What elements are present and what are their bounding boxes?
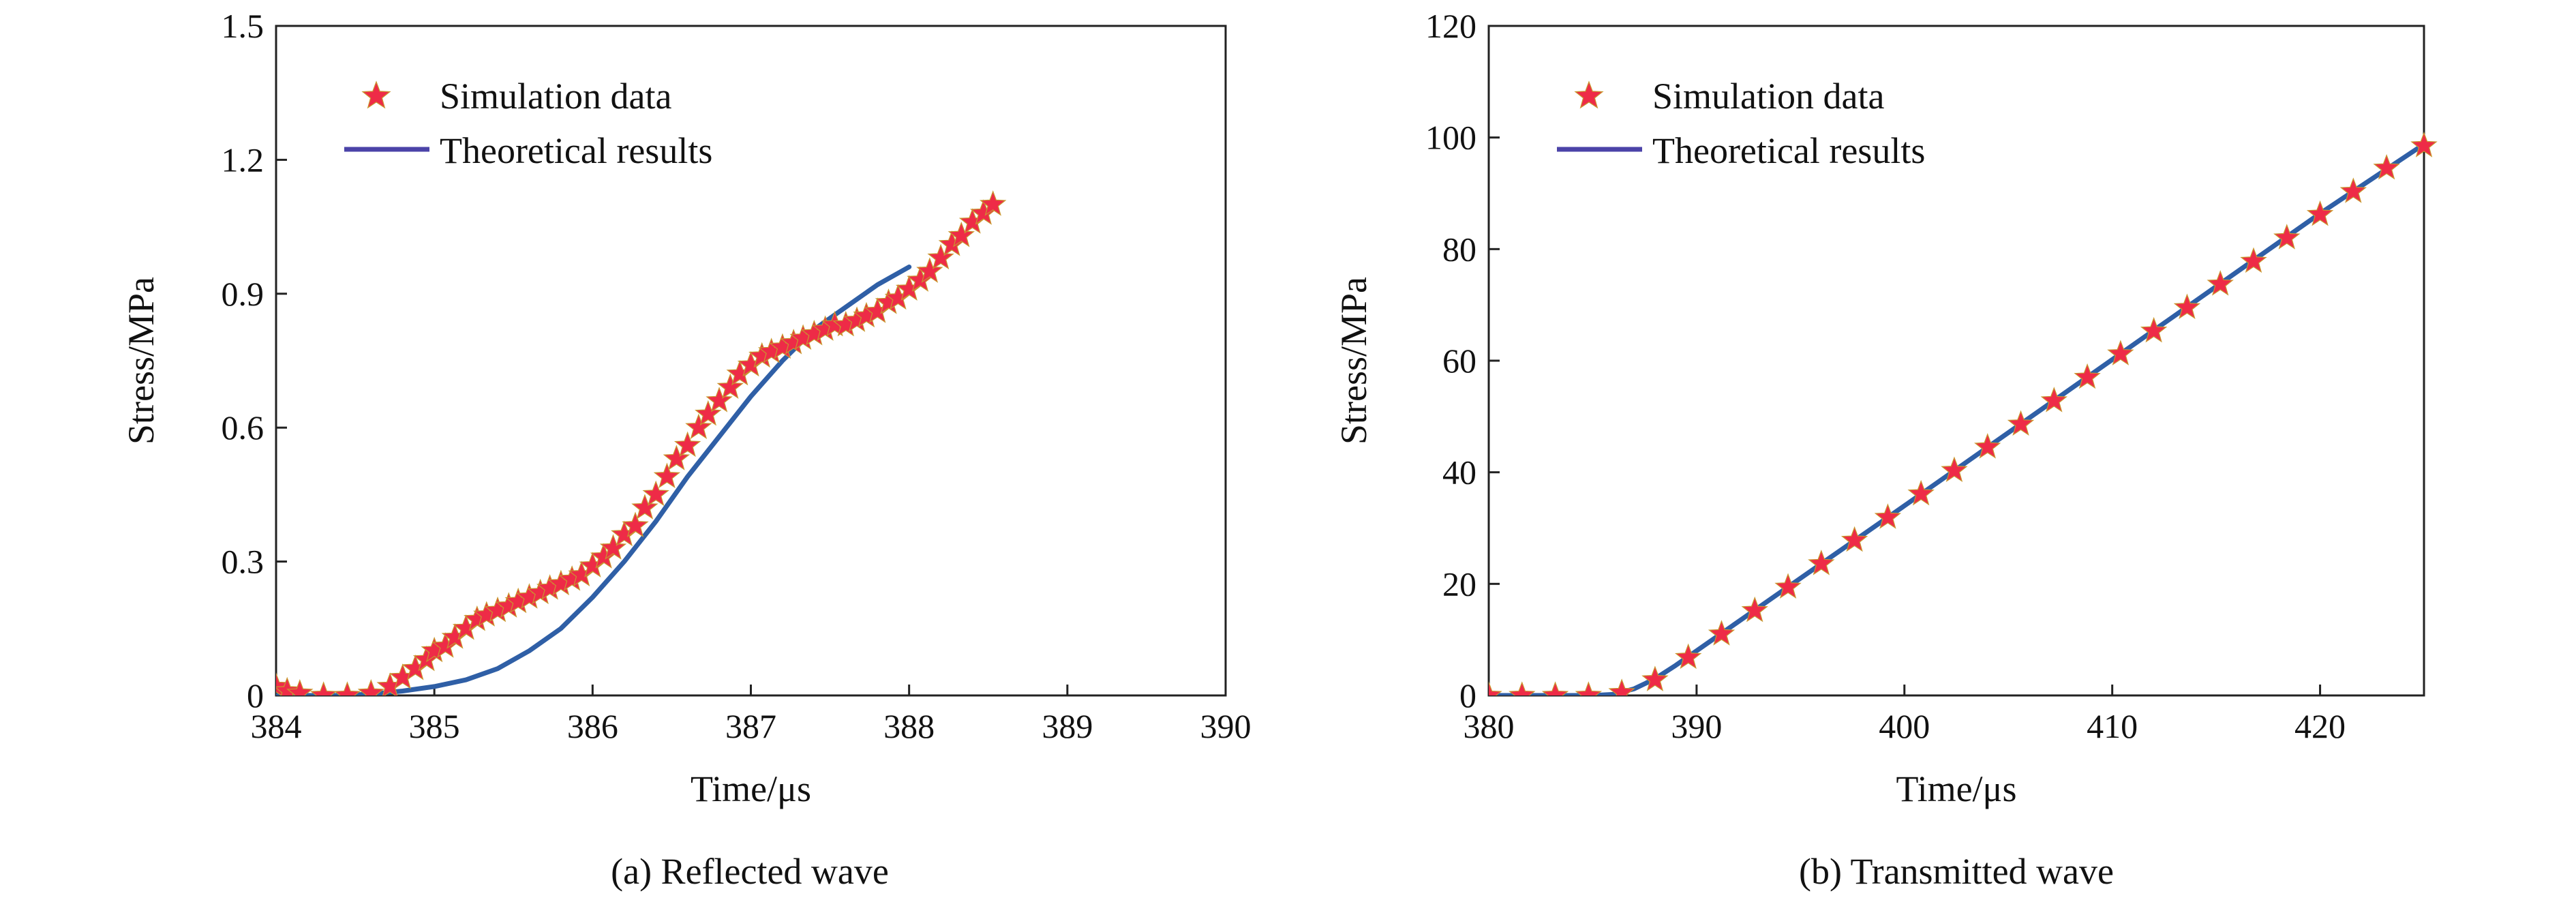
simulation-data-point [2306,200,2334,226]
x-axis-label: Time/μs [691,768,811,809]
data-layer [1489,132,2438,695]
y-tick-label: 60 [1442,342,1476,380]
simulation-data-point [927,243,954,270]
x-tick-label: 400 [1879,707,1930,745]
panel-caption: (b) Transmitted wave [1799,851,2114,892]
legend: Simulation data Theoretical results [344,76,712,171]
simulation-data-point [631,494,658,520]
y-tick-label: 0 [247,676,264,715]
simulation-data-point [2107,340,2134,365]
x-tick-label: 389 [1042,707,1093,745]
y-tick-label: 0.9 [222,275,264,313]
x-tick-label: 390 [1671,707,1722,745]
x-tick-label: 380 [1464,707,1515,745]
simulation-data-point [980,190,1007,216]
simulation-data-point [2040,387,2067,412]
y-axis-label: Stress/MPa [1333,277,1374,445]
panel-caption: (a) Reflected wave [611,851,889,892]
simulation-data-point [1808,550,1835,575]
simulation-data-point [673,431,701,457]
simulation-data-point [2007,410,2035,436]
simulation-data-point [1541,681,1569,695]
simulation-data-point [2273,224,2301,250]
x-tick-label: 410 [2087,707,2138,745]
y-tick-label: 1.5 [222,7,264,45]
legend-entry-label: Theoretical results [1652,130,1925,171]
simulation-data-point [2339,177,2367,203]
y-tick-label: 0 [1459,676,1476,715]
panel-transmitted-wave: 380 390 400 410 420 0 20 40 60 80 100 120 Time/μs Str… [1333,7,2438,892]
legend-star-icon [1574,80,1604,109]
x-tick-label: 386 [567,707,618,745]
x-tick-label: 388 [883,707,935,745]
simulation-data-point [1489,681,1502,695]
simulation-data-point [2074,363,2101,389]
y-axis-label: Stress/MPa [121,277,162,445]
simulation-data-point [1708,620,1736,646]
x-tick-label: 384 [251,707,302,745]
simulation-data-point [1741,596,1768,622]
simulation-data-point [2173,293,2201,320]
simulation-data-point [2410,132,2438,158]
y-tick-label: 20 [1442,565,1476,603]
legend-star-icon [361,80,391,109]
y-tick-label: 0.3 [222,543,264,581]
simulation-data-point [1608,678,1635,695]
y-tick-label: 1.2 [222,140,264,179]
legend-entry-label: Simulation data [440,76,671,117]
simulation-data-point [1840,526,1868,552]
y-tick-label: 80 [1442,230,1476,268]
simulation-data-point [695,400,722,426]
y-tick-label: 40 [1442,453,1476,492]
simulation-data-point [2140,316,2168,343]
simulation-data-point [706,387,733,412]
simulation-data-point [1907,479,1935,506]
simulation-data-point [309,681,337,695]
simulation-data-point [1641,665,1669,691]
simulation-data-point [642,480,669,507]
simulation-data-point [1774,573,1802,599]
simulation-data-point [357,679,384,695]
simulation-data-point [663,445,691,470]
x-axis-label: Time/μs [1896,768,2016,809]
simulation-data-point [948,221,975,247]
legend-entry-label: Simulation data [1652,76,1884,117]
simulation-data-point [1941,456,1968,482]
simulation-data-point [333,681,361,695]
simulation-data-point [1974,433,2001,459]
simulation-data-point [1575,681,1603,695]
legend: Simulation data Theoretical results [1557,76,1925,171]
simulation-data-point [286,679,314,695]
simulation-data-point [1874,503,1902,529]
x-tick-label: 387 [725,707,776,745]
simulation-data-point [916,257,943,283]
simulation-data-point [653,462,681,488]
legend-entry-label: Theoretical results [440,130,712,171]
simulation-data-point [2373,153,2400,180]
y-tick-label: 0.6 [222,408,264,447]
simulation-data-point [1509,681,1536,695]
x-tick-label: 385 [409,707,460,745]
data-layer [276,190,1007,695]
x-tick-label: 390 [1200,707,1252,745]
simulation-data-point [716,373,744,400]
simulation-data-point [1674,643,1702,670]
panel-reflected-wave: 384 385 386 387 388 389 390 0 0.3 0.6 0.9 1.2 1.5 Tim… [121,7,1252,892]
simulation-data-point [622,511,649,537]
simulation-data-point [2207,270,2234,296]
y-tick-label: 120 [1425,7,1476,45]
simulation-data-point [599,534,627,560]
simulation-data-point [685,413,712,439]
simulation-data-point [2240,247,2267,273]
x-tick-label: 420 [2294,707,2346,745]
y-tick-label: 100 [1425,119,1476,157]
